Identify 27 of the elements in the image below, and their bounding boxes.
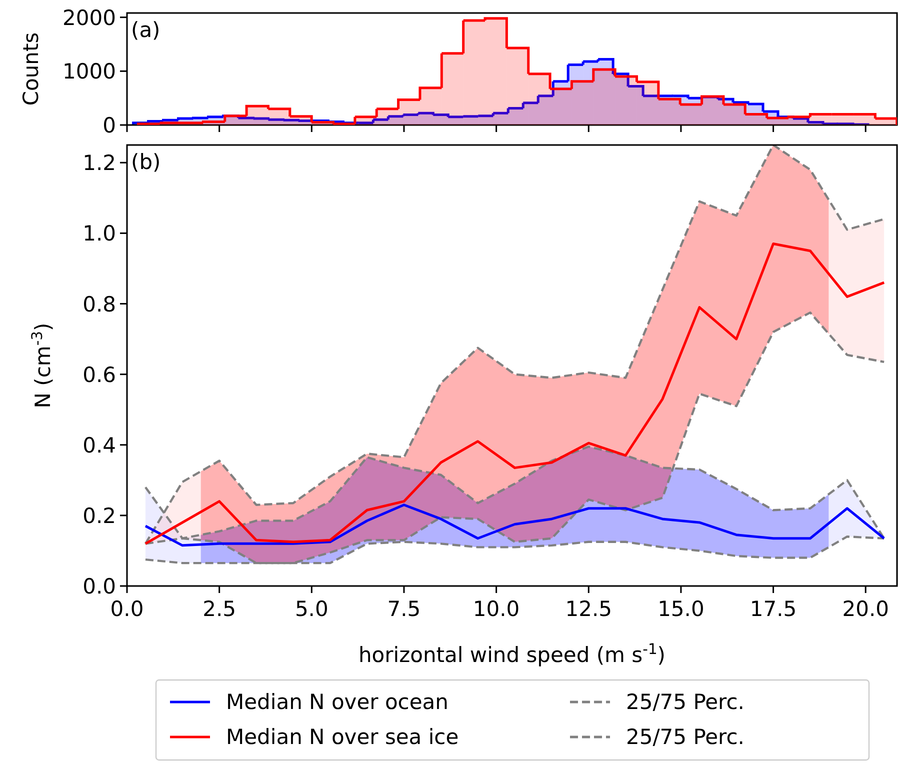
y-tick-label: 2000 — [62, 6, 116, 30]
y-tick-label: 1.2 — [82, 151, 116, 176]
annotation: (a) — [131, 18, 160, 42]
x-tick-label: 5.0 — [294, 597, 328, 621]
legend-label: 25/75 Perc. — [626, 725, 744, 749]
x-tick-label: 20.0 — [842, 597, 889, 621]
y-tick-label: 0.6 — [82, 362, 116, 387]
x-tick-label: 10.0 — [472, 597, 520, 621]
annotation: (b) — [131, 150, 161, 174]
y-tick-label: 0.4 — [82, 433, 116, 458]
y-tick-label: 0.8 — [82, 292, 116, 316]
x-tick-label: 0.0 — [110, 597, 144, 621]
legend-label: 25/75 Perc. — [626, 690, 744, 714]
x-tick-label: 17.5 — [750, 597, 797, 621]
y-axis-title: Counts — [19, 32, 43, 106]
y-tick-label: 1.0 — [82, 222, 116, 246]
x-tick-label: 15.0 — [658, 597, 704, 621]
legend-label: Median N over sea ice — [226, 725, 459, 749]
x-tick-label: 7.5 — [387, 597, 421, 621]
y-tick-label: 0 — [102, 114, 116, 138]
legend-label: Median N over ocean — [226, 690, 448, 714]
y-tick-label: 1000 — [62, 60, 116, 84]
x-axis-title: horizontal wind speed (m s$^{-1}$) — [358, 640, 666, 667]
y-tick-label: 0.2 — [82, 504, 116, 528]
x-tick-label: 2.5 — [202, 597, 236, 621]
x-tick-label: 12.5 — [565, 597, 612, 621]
y-tick-label: 0.0 — [82, 574, 116, 598]
